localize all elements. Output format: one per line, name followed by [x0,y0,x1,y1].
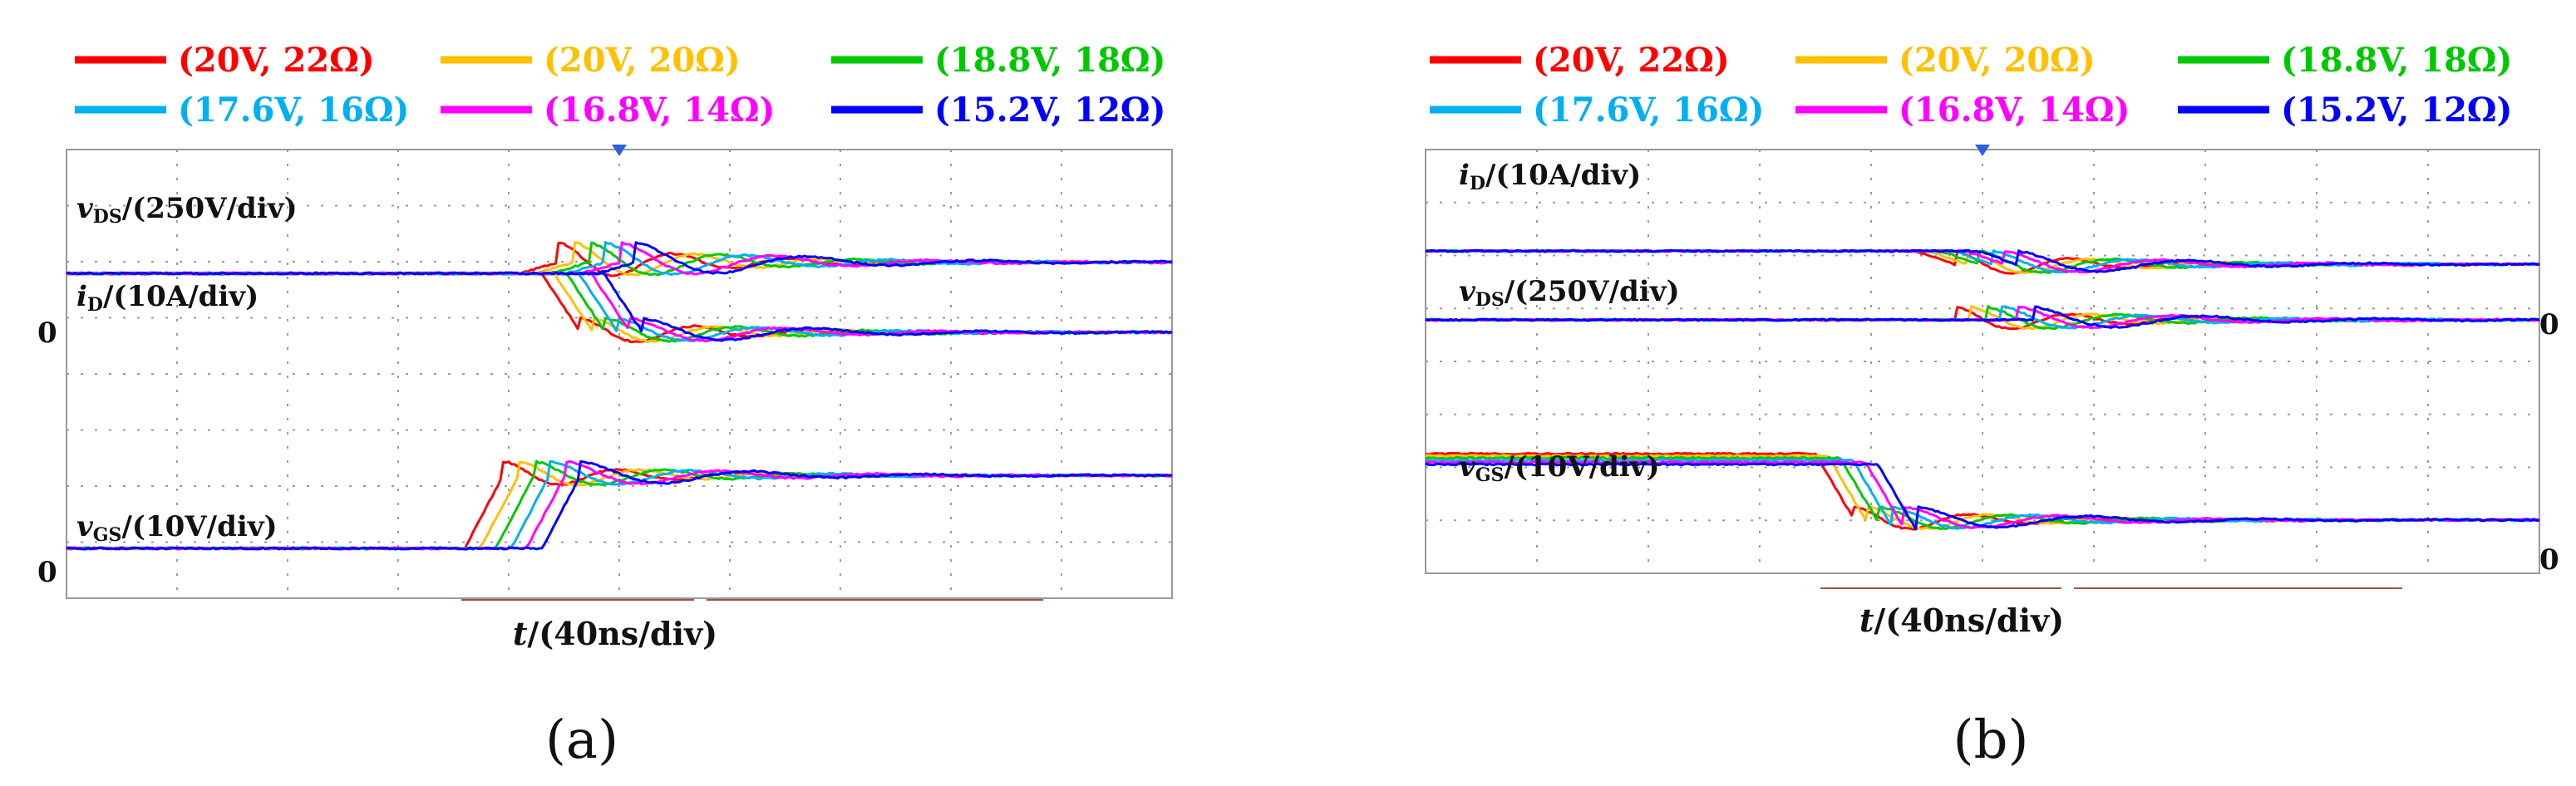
xaxis-unit: /(40ns/div) [1874,602,2064,639]
trigger-marker [612,145,627,156]
traces [1425,248,2540,531]
channel-sub: GS [1475,464,1505,486]
xaxis-label: t/(40ns/div) [513,615,717,652]
channel-var: v [1459,275,1476,308]
traces [66,241,1173,551]
trace-line [1425,248,2540,273]
scope-grid [1425,149,2540,574]
legend-item: (17.6V, 16Ω) [1430,91,1764,130]
xaxis-var: t [1859,602,1874,639]
channel-var: i [76,280,87,313]
legend-label: (17.6V, 16Ω) [1533,91,1764,130]
trace-line [1425,305,2540,329]
trace-line [66,271,1173,342]
legend-item: (20V, 20Ω) [441,41,741,80]
zero-marker: 0 [2539,543,2559,577]
legend-label: (17.6V, 16Ω) [178,91,409,130]
legend-label: (15.2V, 12Ω) [934,91,1165,130]
channel-unit: /(10A/div) [1485,159,1641,192]
legend-item: (18.8V, 18Ω) [2178,41,2512,80]
channel-sub: D [87,294,103,316]
legend: (20V, 22Ω) (20V, 20Ω) (18.8V, 18Ω) (17.6V, … [1430,41,2512,130]
legend-item: (17.6V, 16Ω) [75,91,409,130]
legend-item: (15.2V, 12Ω) [2178,91,2512,130]
channel-unit: /(10V/div) [1504,450,1659,484]
channel-label: vDS/(250V/div) [76,192,298,228]
channel-unit: /(250V/div) [122,192,298,225]
legend-item: (20V, 22Ω) [75,41,375,80]
panel-label: (b) [1953,710,2029,771]
legend: (20V, 22Ω) (20V, 20Ω) (18.8V, 18Ω) (17.6V, … [75,41,1165,130]
legend-item: (20V, 22Ω) [1430,41,1730,80]
channel-label: iD/(10A/div) [1459,159,1641,194]
channel-unit: /(10A/div) [103,280,259,313]
chart-panel-b: (20V, 22Ω) (20V, 20Ω) (18.8V, 18Ω) (17.6V, … [1288,0,2576,786]
legend-label: (20V, 22Ω) [178,41,375,80]
legend-item: (16.8V, 14Ω) [441,91,775,130]
channel-unit: /(250V/div) [1505,275,1680,308]
zero-marker: 0 [37,317,57,350]
legend-item: (16.8V, 14Ω) [1795,91,2130,130]
legend-label: (20V, 20Ω) [544,41,741,80]
chart-panel-a: (20V, 22Ω) (20V, 20Ω) (18.8V, 18Ω) (17.6V, … [37,41,1173,771]
channel-unit: /(10V/div) [121,510,277,543]
trigger-marker [1975,145,1990,156]
zero-marker: 0 [37,556,57,589]
channel-sub: D [1470,173,1485,194]
channel-sub: DS [1475,289,1505,311]
channel-label: vGS/(10V/div) [76,510,278,546]
channel-label: iD/(10A/div) [76,280,259,316]
legend-item: (15.2V, 12Ω) [831,91,1165,130]
xaxis-var: t [513,615,528,652]
legend-label: (18.8V, 18Ω) [934,41,1165,80]
legend-label: (15.2V, 12Ω) [2281,91,2512,130]
legend-label: (16.8V, 14Ω) [544,91,775,130]
channel-sub: GS [93,524,122,546]
channel-var: v [1459,450,1476,484]
legend-item: (20V, 20Ω) [1795,41,2096,80]
zero-marker: 0 [2539,308,2559,341]
trace-line [66,460,1173,551]
legend-label: (18.8V, 18Ω) [2281,41,2512,80]
channel-var: v [76,510,94,543]
trace-line [1425,462,2539,531]
channel-label: vGS/(10V/div) [1459,450,1660,486]
channel-var: v [76,192,94,225]
trace-line [1425,248,2540,274]
legend-label: (20V, 20Ω) [1899,41,2096,80]
chart-svg-a: (20V, 22Ω) (20V, 20Ω) (18.8V, 18Ω) (17.6V, … [37,41,1173,771]
legend-label: (20V, 22Ω) [1533,41,1730,80]
xaxis-unit: /(40ns/div) [527,615,717,652]
chart-svg-b: (20V, 22Ω) (20V, 20Ω) (18.8V, 18Ω) (17.6V, … [1425,41,2559,771]
legend-item: (18.8V, 18Ω) [831,41,1165,80]
legend-label: (16.8V, 14Ω) [1899,91,2130,130]
channel-sub: DS [93,206,122,228]
panel-label: (a) [545,710,618,771]
channel-label: vDS/(250V/div) [1459,275,1680,311]
channel-var: i [1459,159,1470,192]
xaxis-label: t/(40ns/div) [1859,602,2064,639]
